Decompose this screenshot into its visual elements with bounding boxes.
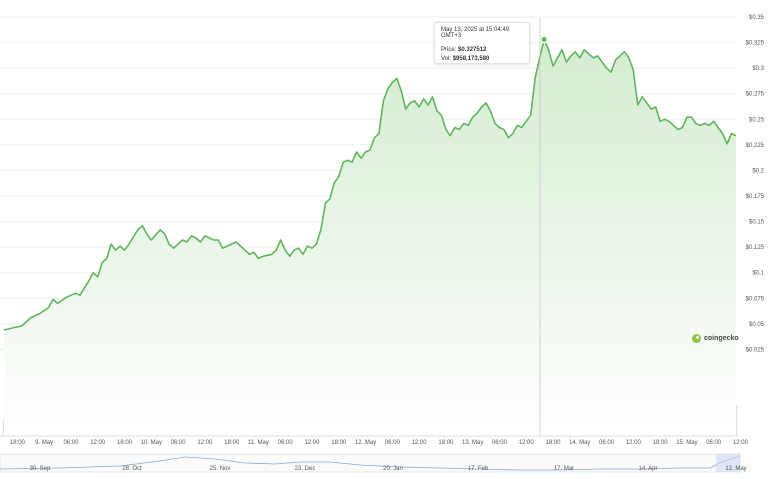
tooltip-timestamp: May 13, 2025 at 15:04:49 GMT+3 <box>441 27 510 39</box>
x-tick-label: 18:00 <box>653 440 669 446</box>
price-area <box>4 39 736 436</box>
y-tick-label: $0.225 <box>746 143 765 149</box>
x-tick-label: 12:00 <box>90 440 106 446</box>
tooltip-vol-value: $958,173,580 <box>452 56 490 62</box>
price-line <box>3 38 737 331</box>
y-tick-label: $0.1 <box>752 271 764 277</box>
navigator-line <box>0 455 741 471</box>
x-tick-label: 06:00 <box>706 440 722 446</box>
navigator-label: 28. Oct <box>122 466 142 472</box>
x-tick-label: 18:00 <box>224 440 240 446</box>
price-tooltip: May 13, 2025 at 15:04:49 GMT+3 Price: $0… <box>434 22 530 64</box>
x-tick-label: 18:00 <box>438 440 454 446</box>
y-tick-label: $0.3 <box>752 66 764 72</box>
coingecko-watermark: coingecko <box>692 334 739 343</box>
x-tick-label: 18:00 <box>10 440 26 446</box>
x-tick-label: 12:00 <box>519 440 535 446</box>
navigator-label: 17. Mar <box>554 466 574 472</box>
y-tick-label: $0.175 <box>746 194 765 200</box>
x-tick-label: 06:00 <box>63 440 79 446</box>
y-tick-label: $0.35 <box>749 15 765 21</box>
x-tick-label: 12. May <box>355 440 376 446</box>
navigator-label: 23. Dec <box>295 466 316 472</box>
y-tick-label: $0.275 <box>746 92 765 98</box>
y-tick-label: $0.075 <box>746 296 765 302</box>
x-tick-label: 06:00 <box>278 440 294 446</box>
y-tick-label: $0.15 <box>749 220 765 226</box>
y-tick-label: $0.025 <box>746 347 765 353</box>
x-tick-label: 12:00 <box>304 440 320 446</box>
x-tick-label: 18:00 <box>331 440 347 446</box>
navigator-selection-handle[interactable] <box>716 454 740 472</box>
y-tick-label: $0.325 <box>746 41 765 47</box>
tooltip-vol-row: Vol: $958,173,580 <box>441 55 523 64</box>
x-tick-label: 11. May <box>248 440 269 446</box>
navigator-label: 25. Nov <box>210 466 231 472</box>
x-tick-label: 06:00 <box>492 440 508 446</box>
y-axis: $0.025 $0.05 $0.075 $0.1 $0.125 $0.15 $0.175 $0… <box>746 15 765 353</box>
range-navigator[interactable]: 30. Sep 28. Oct 25. Nov 23. Dec 20. Jan 17. F… <box>0 453 747 473</box>
x-tick-label: 12:00 <box>197 440 213 446</box>
x-tick-label: 15. May <box>676 440 697 446</box>
x-tick-label: 12:00 <box>412 440 428 446</box>
x-tick-label: 14. May <box>569 440 590 446</box>
navigator-label: 17. Feb <box>468 466 489 472</box>
brand-name: coingecko <box>704 335 739 342</box>
navigator-label: 12. May <box>725 466 746 472</box>
gecko-logo-icon <box>692 334 701 343</box>
tooltip-price-row: Price: $0.327512 <box>441 46 523 55</box>
x-tick-label: 06:00 <box>385 440 401 446</box>
x-tick-label: 18:00 <box>545 440 561 446</box>
navigator-label: 14. Apr <box>638 466 657 472</box>
navigator-label: 30. Sep <box>30 466 51 472</box>
tooltip-price-value: $0.327512 <box>458 47 487 53</box>
x-tick-label: 12:00 <box>733 440 749 446</box>
price-series <box>3 38 737 436</box>
crosshair <box>539 17 548 436</box>
tooltip-price-label: Price: <box>441 47 457 53</box>
y-tick-label: $0.05 <box>749 322 765 328</box>
navigator-label: 20. Jan <box>383 466 403 472</box>
x-axis: 18:00 9. May 06:00 12:00 18:00 10. May 06:00 12… <box>0 435 749 446</box>
x-tick-label: 06:00 <box>599 440 615 446</box>
y-tick-label: $0.25 <box>749 117 765 123</box>
x-tick-label: 13. May <box>462 440 483 446</box>
x-tick-label: 18:00 <box>117 440 133 446</box>
y-tick-label: $0.2 <box>752 168 764 174</box>
x-tick-label: 9. May <box>35 440 53 446</box>
x-tick-label: 10. May <box>141 440 162 446</box>
x-tick-label: 06:00 <box>171 440 187 446</box>
crosshair-point <box>540 35 548 44</box>
y-tick-label: $0.125 <box>746 245 765 251</box>
x-tick-label: 12:00 <box>626 440 642 446</box>
tooltip-vol-label: Vol: <box>441 56 452 62</box>
